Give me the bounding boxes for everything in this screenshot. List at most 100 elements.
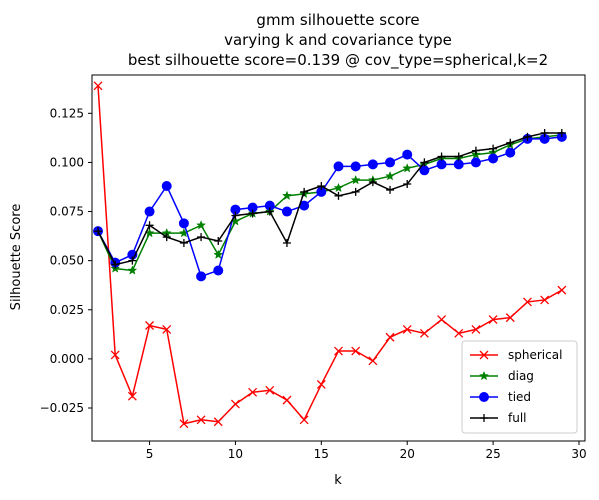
data-point-spherical — [110, 350, 120, 360]
data-point-spherical — [93, 81, 103, 91]
data-point-tied — [281, 206, 292, 217]
data-point-diag — [282, 190, 292, 201]
x-axis-label: k — [334, 473, 342, 488]
data-point-spherical — [540, 295, 550, 305]
data-point-tied — [333, 161, 344, 172]
data-point-full — [506, 138, 515, 147]
data-point-spherical — [127, 391, 137, 401]
legend-marker-spherical — [479, 350, 489, 360]
data-point-spherical — [213, 417, 223, 427]
data-point-spherical — [316, 379, 326, 389]
data-point-tied — [505, 147, 516, 158]
y-tick-label: 0.125 — [50, 106, 84, 120]
y-tick-label: 0.075 — [50, 205, 84, 219]
data-point-spherical — [419, 328, 429, 338]
data-point-full — [145, 221, 154, 230]
data-point-diag — [127, 265, 138, 275]
legend-label-full: full — [508, 411, 527, 425]
data-point-tied — [436, 159, 447, 170]
y-axis-label: Silhouette Score — [9, 204, 24, 311]
data-point-tied — [213, 265, 224, 276]
series-spherical — [93, 81, 567, 429]
title-line-3: best silhouette score=0.139 @ cov_type=s… — [128, 51, 548, 70]
series-diag — [93, 129, 567, 275]
data-point-full — [403, 180, 412, 189]
data-point-spherical — [282, 395, 292, 405]
data-point-tied — [453, 159, 464, 170]
data-point-full — [162, 233, 171, 242]
data-point-tied — [350, 161, 361, 172]
title-line-1: gmm silhouette score — [256, 11, 419, 29]
data-point-spherical — [179, 419, 189, 429]
data-point-diag — [350, 174, 361, 185]
data-point-full — [454, 152, 463, 161]
data-point-spherical — [299, 415, 309, 425]
x-tick-label: 30 — [571, 447, 586, 461]
y-tick-label: 0.050 — [50, 254, 84, 268]
data-point-diag — [402, 163, 413, 173]
legend-marker-tied — [479, 392, 489, 402]
data-point-spherical — [145, 321, 155, 330]
data-point-full — [179, 238, 188, 247]
legend-label-diag: diag — [508, 369, 534, 383]
data-point-spherical — [385, 332, 395, 342]
data-point-tied — [161, 180, 172, 191]
data-point-diag — [333, 182, 344, 193]
data-point-spherical — [196, 415, 206, 425]
x-tick-label: 25 — [485, 447, 500, 461]
data-point-spherical — [557, 285, 567, 295]
data-point-tied — [144, 206, 155, 217]
data-point-spherical — [437, 315, 447, 325]
series-line-spherical — [97, 85, 563, 425]
series-full — [94, 128, 566, 269]
data-point-full — [420, 158, 429, 167]
y-tick-label: 0.025 — [50, 303, 84, 317]
data-point-full — [557, 128, 566, 137]
data-point-tied — [470, 157, 481, 168]
x-tick-label: 10 — [228, 447, 243, 461]
data-point-full — [489, 144, 498, 153]
legend-label-spherical: spherical — [508, 348, 562, 362]
y-tick-label: −0.025 — [40, 401, 84, 415]
data-point-spherical — [230, 399, 240, 409]
data-point-full — [231, 211, 240, 220]
data-point-full — [317, 181, 326, 190]
legend-frame — [461, 340, 578, 434]
data-point-full — [300, 187, 309, 196]
data-point-spherical — [368, 356, 378, 366]
data-point-full — [265, 207, 274, 216]
data-point-spherical — [162, 324, 172, 334]
data-point-tied — [402, 149, 413, 160]
data-point-full — [111, 260, 120, 269]
x-tick-label: 15 — [314, 447, 329, 461]
data-point-tied — [196, 271, 207, 282]
data-point-full — [282, 238, 291, 247]
data-point-full — [197, 233, 206, 242]
data-point-spherical — [334, 346, 343, 356]
series-line-tied — [97, 136, 562, 278]
data-point-full — [128, 256, 137, 265]
data-point-spherical — [488, 315, 498, 325]
data-point-tied — [488, 153, 499, 164]
data-point-tied — [385, 157, 396, 168]
legend-marker-full — [480, 414, 488, 422]
data-point-full — [248, 209, 257, 218]
data-point-full — [386, 185, 395, 194]
data-point-full — [214, 237, 223, 246]
series-line-full — [97, 132, 562, 266]
data-point-full — [351, 187, 360, 196]
data-point-full — [540, 128, 549, 137]
data-point-tied — [178, 218, 189, 229]
data-point-tied — [367, 159, 378, 170]
chart-title: gmm silhouette score varying k and covar… — [128, 11, 548, 70]
axes-frame — [91, 74, 586, 442]
legend-label-tied: tied — [508, 390, 531, 404]
series-line-diag — [97, 134, 562, 272]
data-point-diag — [213, 249, 224, 259]
title-line-2: varying k and covariance type — [224, 31, 452, 49]
y-tick-label: 0.000 — [50, 352, 84, 366]
legend: spherical diag tied full — [461, 340, 578, 434]
data-point-full — [94, 227, 103, 236]
data-point-full — [437, 152, 446, 161]
